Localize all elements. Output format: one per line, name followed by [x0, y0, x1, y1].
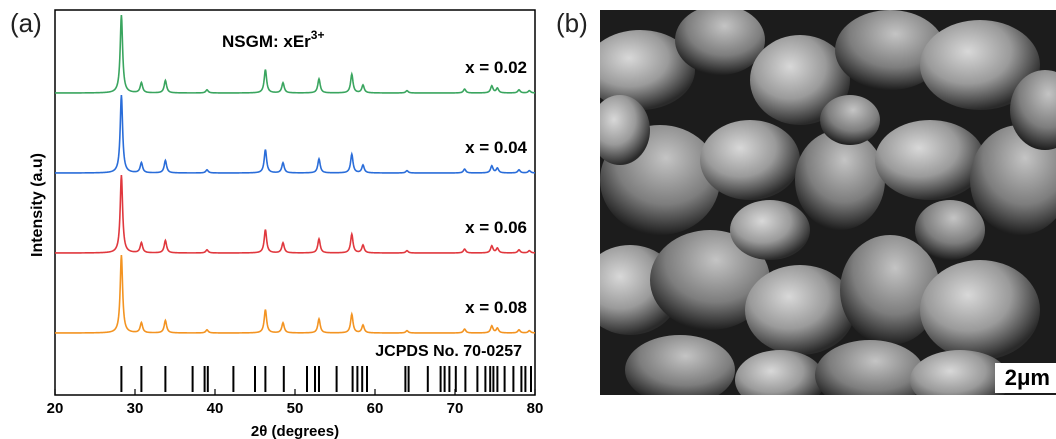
series-label-0: x = 0.02: [465, 58, 527, 77]
chart-title: NSGM: xEr3+: [222, 28, 324, 51]
sem-particle-7: [795, 130, 885, 230]
sem-particles: [600, 10, 1056, 395]
chart-title-superscript: 3+: [311, 28, 325, 42]
sem-particle-11: [650, 230, 770, 330]
sem-particle-20: [730, 200, 810, 260]
sem-particle-18: [910, 350, 1010, 395]
scale-bar: 2μm: [994, 363, 1056, 393]
series-line-3: [54, 254, 536, 334]
sem-micrograph: 2μm: [600, 10, 1056, 395]
series-line-0: [54, 14, 536, 94]
y-axis-label: Intensity (a.u): [29, 153, 46, 257]
series-line-2: [54, 174, 536, 254]
series-label-3: x = 0.08: [465, 298, 527, 317]
series-label-1: x = 0.04: [465, 138, 527, 157]
series-line-1: [54, 94, 536, 174]
plot-frame: [54, 9, 536, 396]
sem-particle-15: [625, 335, 735, 395]
sem-particle-14: [920, 260, 1040, 360]
sem-particle-2: [750, 35, 850, 125]
x-tick-label-6: 80: [527, 400, 544, 417]
chart-title-main: NSGM: xEr: [222, 32, 311, 51]
sem-particle-4: [920, 20, 1040, 110]
sem-particle-13: [840, 235, 940, 345]
panel-a-label: (a): [10, 8, 42, 38]
sem-particle-3: [835, 10, 945, 90]
sem-particle-17: [815, 340, 925, 395]
x-tick-label-0: 20: [47, 400, 64, 417]
sem-particle-8: [875, 120, 985, 200]
panel-b-label: (b): [556, 8, 588, 38]
series-layer: x = 0.02 x = 0.04 x = 0.06 x = 0.08: [54, 14, 536, 334]
sem-image: [600, 10, 1056, 395]
x-tick-label-3: 50: [287, 400, 304, 417]
sem-particle-23: [820, 95, 880, 145]
sem-particle-9: [970, 125, 1056, 235]
x-tick-label-2: 40: [207, 400, 224, 417]
x-axis-label: 2θ (degrees): [251, 423, 339, 439]
x-tick-label-4: 60: [367, 400, 384, 417]
x-tick-label-5: 70: [447, 400, 464, 417]
sem-particle-19: [1010, 70, 1056, 150]
reference-label: JCPDS No. 70-0257: [375, 343, 522, 360]
sem-particle-1: [675, 10, 765, 75]
series-label-2: x = 0.06: [465, 218, 527, 237]
sem-particle-0: [600, 30, 695, 110]
sem-particle-16: [735, 350, 825, 395]
xrd-chart: x = 0.02 x = 0.04 x = 0.06 x = 0.08 20 30 40 5…: [29, 9, 544, 439]
reference-layer: [120, 366, 532, 392]
sem-particle-12: [745, 265, 855, 355]
x-ticks: 20 30 40 50 60 70 80: [47, 389, 544, 417]
sem-particle-6: [700, 120, 800, 200]
sem-particle-21: [915, 200, 985, 260]
x-tick-label-1: 30: [127, 400, 144, 417]
sem-particle-22: [600, 95, 650, 165]
